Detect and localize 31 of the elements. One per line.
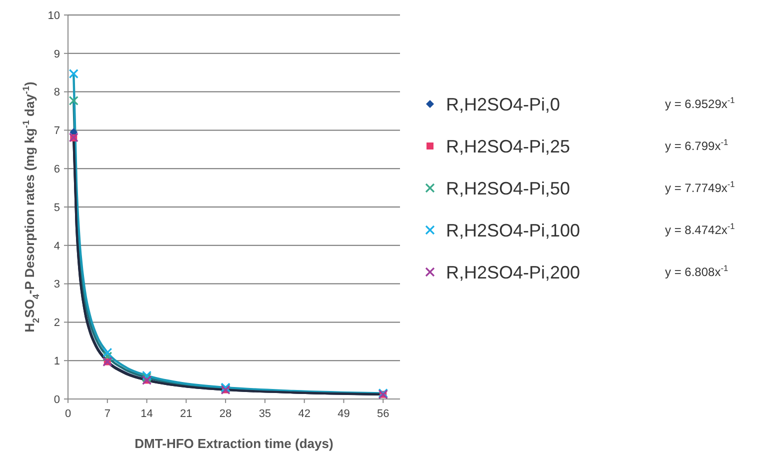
legend-label: R,H2SO4-Pi,0: [446, 94, 560, 114]
y-tick-label: 1: [54, 355, 60, 368]
y-tick-label: 5: [54, 202, 60, 214]
x-tick-label: 21: [180, 408, 192, 420]
legend-label: R,H2SO4-Pi,50: [446, 178, 570, 198]
y-tick-label: 7: [54, 125, 60, 138]
text: y = 6.9529x$^{-1}$: [665, 95, 736, 112]
x-tick-label: 14: [140, 408, 153, 420]
x-tick-label: 49: [338, 408, 350, 420]
x-tick-label: 35: [258, 408, 272, 420]
y-tick-label: 8: [54, 86, 60, 99]
x-tick-label: 28: [219, 408, 232, 420]
x-tick-label: 0: [64, 408, 72, 420]
y-tick-label: 6: [54, 163, 60, 176]
y-tick-label: 0: [54, 394, 60, 406]
x-tick-label: 7: [104, 408, 110, 420]
y-tick-label: 4: [54, 240, 60, 252]
x-tick-label: 56: [376, 408, 390, 420]
text: y = 6.808x$^{-1}$: [665, 263, 729, 280]
x-tick-label: 42: [298, 408, 310, 420]
legend-label: R,H2SO4-Pi,200: [446, 262, 580, 282]
y-tick-label: 9: [54, 48, 60, 60]
text: y = 7.7749x$^{-1}$: [665, 179, 736, 196]
x-axis-title: DMT-HFO Extraction time (days): [134, 436, 334, 451]
legend-label: R,H2SO4-Pi,100: [446, 220, 580, 240]
y-tick-label: 3: [54, 278, 60, 291]
text: y = 6.799x$^{-1}$: [665, 137, 729, 154]
y-tick-label: 2: [54, 317, 60, 330]
text: y = 8.4742x$^{-1}$: [665, 221, 736, 238]
y-tick-label: 10: [48, 10, 60, 22]
legend-label: R,H2SO4-Pi,25: [446, 136, 570, 156]
